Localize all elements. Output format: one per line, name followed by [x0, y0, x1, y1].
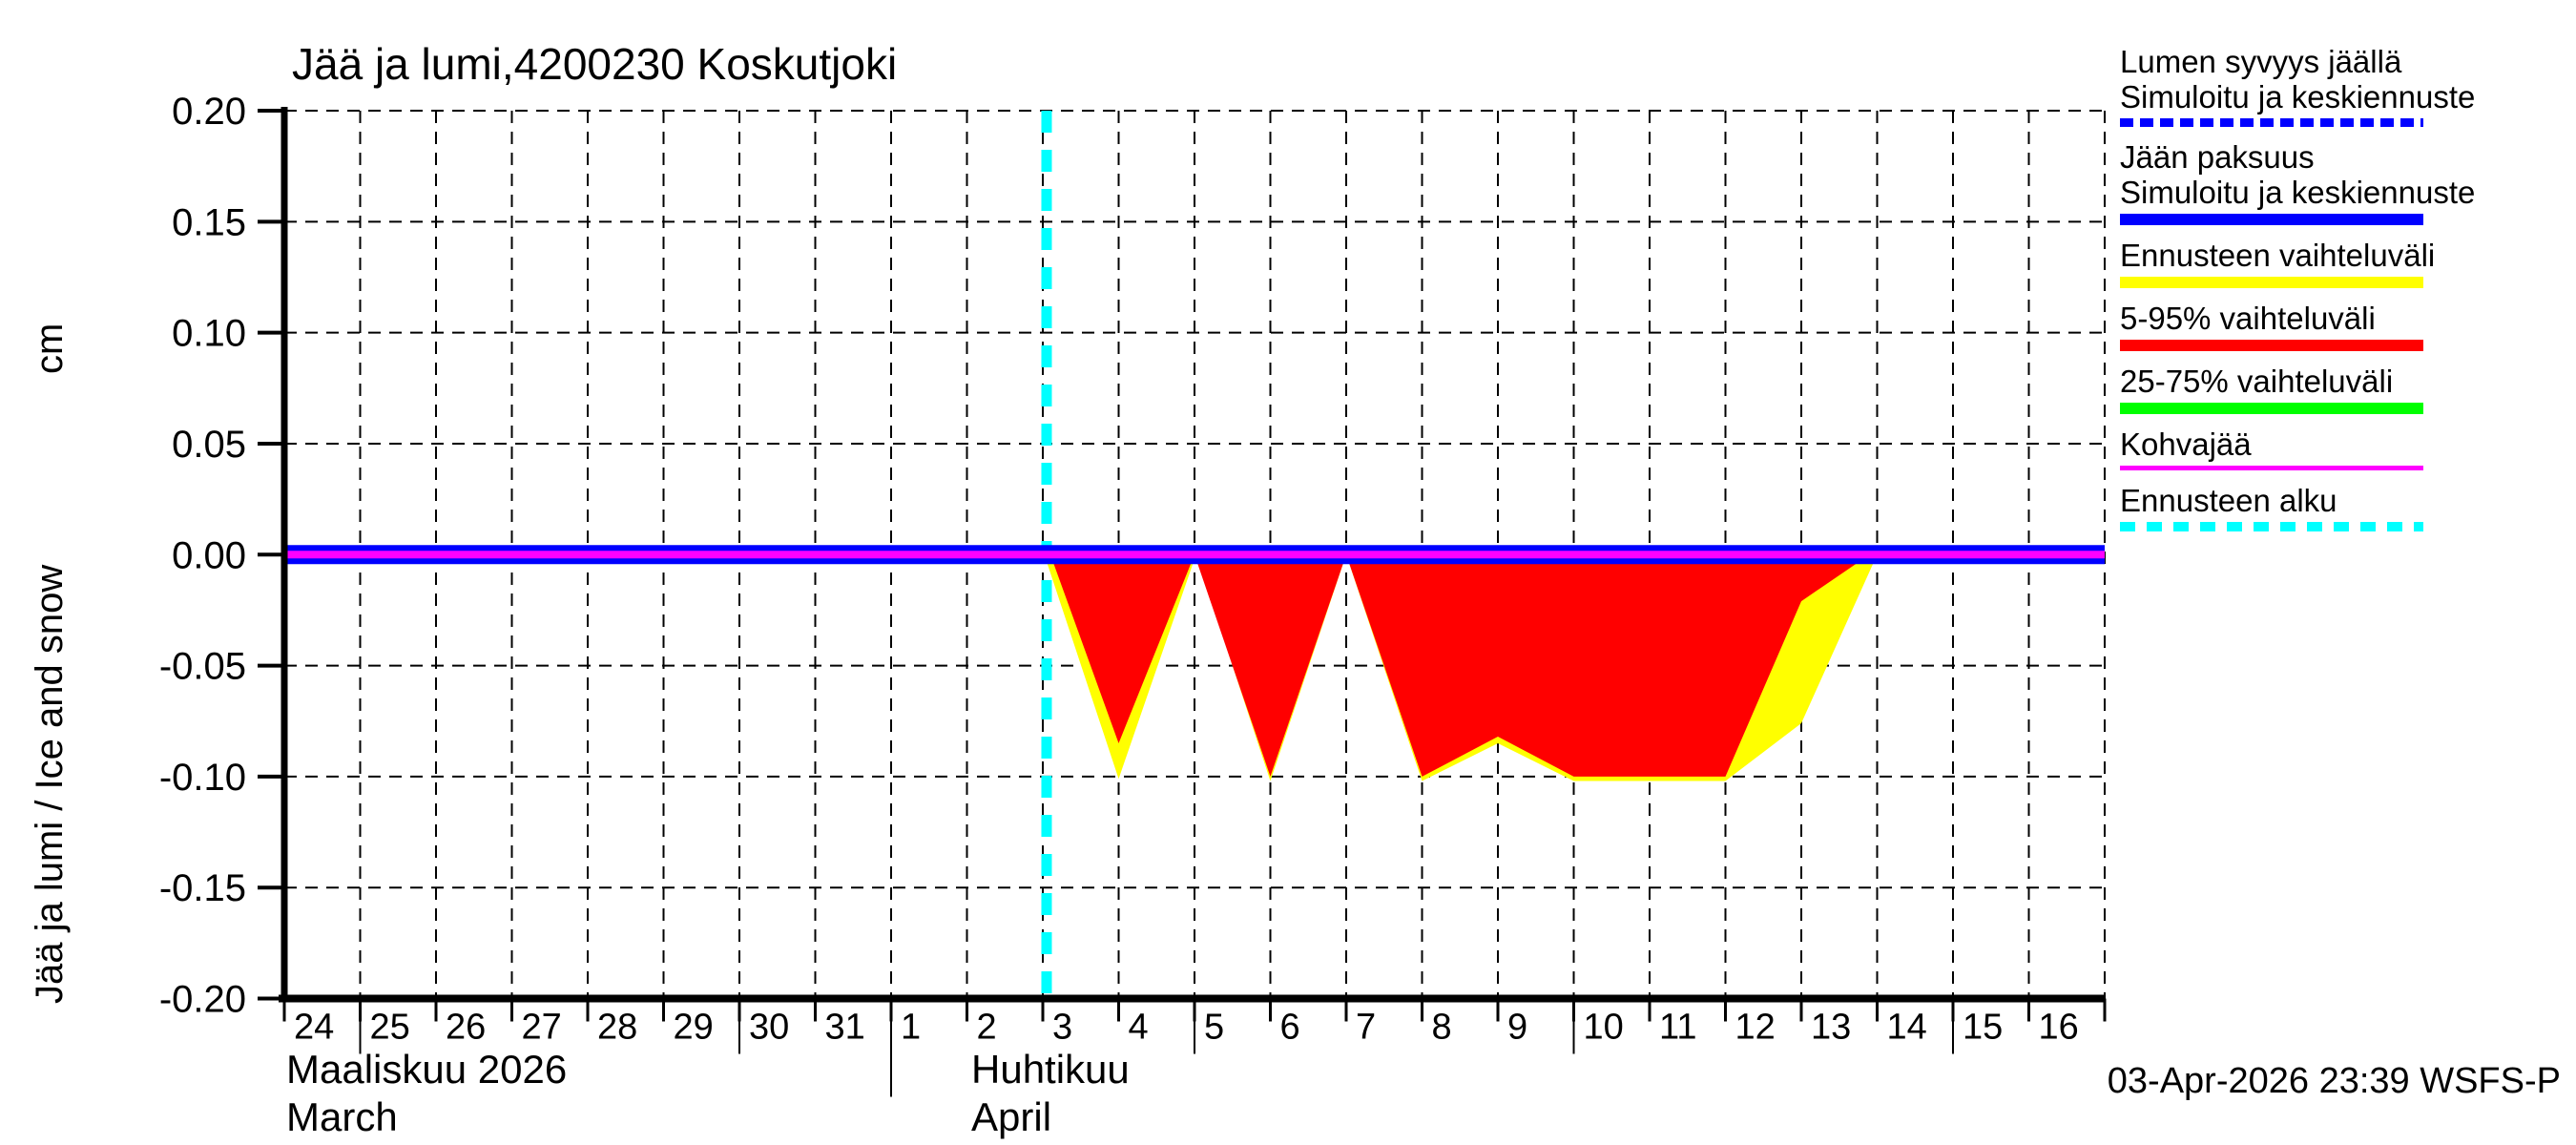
x-day-label: 29: [674, 1008, 714, 1048]
legend-item-3: 5-95% vaihteluväli: [2120, 301, 2530, 351]
y-tick-label: 0.10: [172, 313, 246, 355]
legend-swatch: [2120, 340, 2423, 351]
x-day-label: 27: [522, 1008, 562, 1048]
x-day-label: 3: [1052, 1008, 1072, 1048]
legend-swatch: [2120, 466, 2423, 470]
legend-item-2: Ennusteen vaihteluväli: [2120, 238, 2530, 288]
x-day-label: 12: [1735, 1008, 1776, 1048]
legend-item-5: Kohvajää: [2120, 427, 2530, 470]
y-tick-label: -0.10: [159, 757, 246, 799]
x-day-label: 4: [1129, 1008, 1149, 1048]
y-axis-label: Jää ja lumi / Ice and snow: [29, 564, 71, 1004]
y-axis-unit-label: cm: [29, 323, 71, 374]
x-day-label: 28: [597, 1008, 637, 1048]
month-label-april-fi: Huhtikuu: [971, 1047, 1130, 1092]
x-day-label: 8: [1432, 1008, 1452, 1048]
y-tick-label: 0.20: [172, 91, 246, 133]
legend-label: 25-75% vaihteluväli: [2120, 364, 2394, 399]
legend-label: Ennusteen vaihteluväli: [2120, 238, 2436, 273]
timestamp-label: 03-Apr-2026 23:39 WSFS-P: [2107, 1061, 2561, 1101]
month-label-march-en: March: [286, 1094, 398, 1139]
y-tick-label: -0.20: [159, 979, 246, 1021]
x-day-label: 14: [1887, 1008, 1927, 1048]
x-day-label: 13: [1811, 1008, 1851, 1048]
month-label-march-fi: Maaliskuu 2026: [286, 1047, 568, 1092]
x-day-label: 31: [825, 1008, 865, 1048]
x-day-label: 30: [749, 1008, 789, 1048]
legend-label: Simuloitu ja keskiennuste: [2120, 79, 2476, 114]
legend-swatch: [2120, 277, 2423, 288]
x-day-label: 16: [2039, 1008, 2079, 1048]
y-tick-label: -0.05: [159, 646, 246, 688]
legend-item-1: Jään paksuus Simuloitu ja keskiennuste: [2120, 139, 2530, 225]
x-day-label: 2: [977, 1008, 997, 1048]
x-day-label: 7: [1356, 1008, 1376, 1048]
legend-item-0: Lumen syvyys jäällä Simuloitu ja keskienn…: [2120, 44, 2530, 127]
legend: Lumen syvyys jäällä Simuloitu ja keskienn…: [2120, 44, 2530, 544]
legend-label: Simuloitu ja keskiennuste: [2120, 175, 2476, 210]
legend-swatch: [2120, 214, 2423, 225]
month-label-april: Huhtikuu April: [971, 1046, 1130, 1141]
x-day-label: 9: [1507, 1008, 1527, 1048]
x-day-label: 24: [294, 1008, 334, 1048]
y-tick-label: -0.15: [159, 867, 246, 909]
legend-label: 5-95% vaihteluväli: [2120, 301, 2376, 336]
y-tick-label: 0.15: [172, 201, 246, 243]
y-tick-label: 0.05: [172, 424, 246, 466]
chart-title: Jää ja lumi,4200230 Koskutjoki: [292, 39, 898, 89]
y-tick-label: 0.00: [172, 534, 246, 576]
month-label-april-en: April: [971, 1094, 1052, 1139]
legend-label: Jään paksuus: [2120, 139, 2315, 175]
legend-item-4: 25-75% vaihteluväli: [2120, 364, 2530, 414]
band-5-95-vaihteluv-li: [1049, 554, 1870, 777]
x-day-label: 26: [446, 1008, 486, 1048]
x-day-label: 25: [370, 1008, 410, 1048]
legend-swatch: [2120, 522, 2423, 531]
x-day-label: 10: [1584, 1008, 1624, 1048]
legend-swatch: [2120, 403, 2423, 414]
x-day-label: 15: [1963, 1008, 2003, 1048]
legend-label: Kohvajää: [2120, 427, 2252, 462]
legend-swatch: [2120, 118, 2423, 127]
x-day-label: 11: [1659, 1008, 1696, 1048]
legend-label: Lumen syvyys jäällä: [2120, 44, 2402, 79]
x-day-label: 5: [1204, 1008, 1224, 1048]
legend-label: Ennusteen alku: [2120, 483, 2337, 518]
x-day-label: 6: [1280, 1008, 1300, 1048]
month-label-march: Maaliskuu 2026 March: [286, 1046, 567, 1141]
x-day-label: 1: [901, 1008, 921, 1048]
legend-item-6: Ennusteen alku: [2120, 483, 2530, 531]
